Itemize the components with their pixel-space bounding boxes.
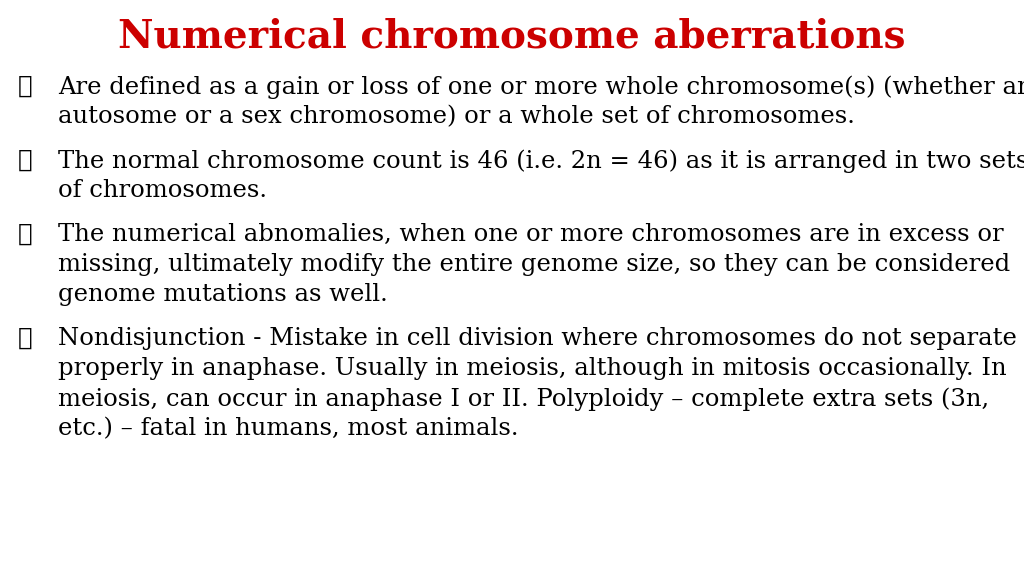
Text: properly in anaphase. Usually in meiosis, although in mitosis occasionally. In: properly in anaphase. Usually in meiosis… <box>58 357 1007 380</box>
Text: meiosis, can occur in anaphase I or II. Polyploidy – complete extra sets (3n,: meiosis, can occur in anaphase I or II. … <box>58 387 989 411</box>
Text: ➤: ➤ <box>18 223 33 246</box>
Text: etc.) – fatal in humans, most animals.: etc.) – fatal in humans, most animals. <box>58 417 518 440</box>
Text: Numerical chromosome aberrations: Numerical chromosome aberrations <box>118 18 906 56</box>
Text: ➤: ➤ <box>18 327 33 350</box>
Text: of chromosomes.: of chromosomes. <box>58 179 267 202</box>
Text: Nondisjunction - Mistake in cell division where chromosomes do not separate: Nondisjunction - Mistake in cell divisio… <box>58 327 1017 350</box>
Text: autosome or a sex chromosome) or a whole set of chromosomes.: autosome or a sex chromosome) or a whole… <box>58 105 855 128</box>
Text: genome mutations as well.: genome mutations as well. <box>58 283 388 306</box>
Text: ➤: ➤ <box>18 75 33 98</box>
Text: The numerical abnomalies, when one or more chromosomes are in excess or: The numerical abnomalies, when one or mo… <box>58 223 1004 246</box>
Text: ➤: ➤ <box>18 149 33 172</box>
Text: missing, ultimately modify the entire genome size, so they can be considered: missing, ultimately modify the entire ge… <box>58 253 1010 276</box>
Text: Are defined as a gain or loss of one or more whole chromosome(s) (whether an: Are defined as a gain or loss of one or … <box>58 75 1024 98</box>
Text: The normal chromosome count is 46 (i.e. 2n = 46) as it is arranged in two sets: The normal chromosome count is 46 (i.e. … <box>58 149 1024 173</box>
